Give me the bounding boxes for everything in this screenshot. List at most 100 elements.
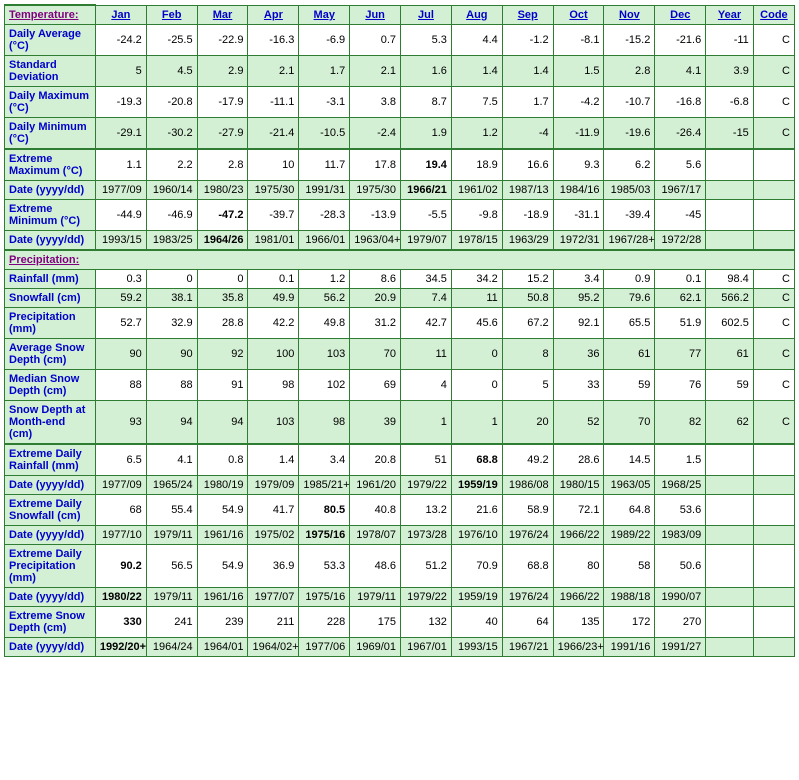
cell: C — [753, 118, 794, 150]
col-header-link[interactable]: Year — [718, 9, 741, 21]
col-header[interactable]: Sep — [502, 5, 553, 25]
col-header[interactable]: Code — [753, 5, 794, 25]
col-header[interactable]: Aug — [451, 5, 502, 25]
cell: 94 — [197, 401, 248, 445]
row-label: Precipitation (mm) — [5, 308, 96, 339]
col-header[interactable]: Nov — [604, 5, 655, 25]
cell — [753, 545, 794, 588]
cell: 13.2 — [401, 495, 452, 526]
row-label: Extreme Maximum (°C) — [5, 149, 96, 181]
col-header[interactable]: Mar — [197, 5, 248, 25]
cell: 21.6 — [451, 495, 502, 526]
cell: 4.1 — [655, 56, 706, 87]
cell: 62.1 — [655, 289, 706, 308]
cell: C — [753, 401, 794, 445]
cell: 98.4 — [706, 270, 754, 289]
cell: 42.2 — [248, 308, 299, 339]
cell: 3.8 — [350, 87, 401, 118]
col-header[interactable]: Jun — [350, 5, 401, 25]
row-label: Snow Depth at Month-end (cm) — [5, 401, 96, 445]
row-label: Snowfall (cm) — [5, 289, 96, 308]
cell: 16.6 — [502, 149, 553, 181]
cell: 1990/07 — [655, 588, 706, 607]
cell: 31.2 — [350, 308, 401, 339]
cell: -11 — [706, 25, 754, 56]
cell: 1987/13 — [502, 181, 553, 200]
cell: 28.6 — [553, 444, 604, 476]
cell: 5 — [95, 56, 146, 87]
cell: 54.9 — [197, 545, 248, 588]
col-header[interactable]: Feb — [146, 5, 197, 25]
cell: 8.7 — [401, 87, 452, 118]
col-header-link[interactable]: Feb — [162, 9, 182, 21]
col-header[interactable]: Oct — [553, 5, 604, 25]
cell: 20 — [502, 401, 553, 445]
cell — [753, 149, 794, 181]
cell: -39.7 — [248, 200, 299, 231]
col-header[interactable]: Dec — [655, 5, 706, 25]
col-header-link[interactable]: Apr — [264, 9, 283, 21]
cell: 566.2 — [706, 289, 754, 308]
cell: 1979/11 — [146, 588, 197, 607]
row-label: Date (yyyy/dd) — [5, 588, 96, 607]
col-header-link[interactable]: Sep — [518, 9, 538, 21]
cell: 1 — [451, 401, 502, 445]
cell: 39 — [350, 401, 401, 445]
cell — [753, 588, 794, 607]
cell: 1963/04+ — [350, 231, 401, 251]
cell: 53.3 — [299, 545, 350, 588]
row-label: Median Snow Depth (cm) — [5, 370, 96, 401]
cell: -10.7 — [604, 87, 655, 118]
cell: 1.1 — [95, 149, 146, 181]
col-header-link[interactable]: Oct — [569, 9, 587, 21]
cell: 36 — [553, 339, 604, 370]
cell: 1983/09 — [655, 526, 706, 545]
col-header-link[interactable]: May — [314, 9, 335, 21]
cell: 61 — [706, 339, 754, 370]
col-header-link[interactable]: Code — [760, 9, 788, 21]
col-header-link[interactable]: Dec — [670, 9, 690, 21]
cell: 2.2 — [146, 149, 197, 181]
cell: 6.5 — [95, 444, 146, 476]
cell: 19.4 — [401, 149, 452, 181]
cell: 88 — [146, 370, 197, 401]
cell: 1964/24 — [146, 638, 197, 657]
col-header-link[interactable]: Mar — [213, 9, 233, 21]
col-header-link[interactable]: Jan — [111, 9, 130, 21]
col-header[interactable]: Apr — [248, 5, 299, 25]
cell: 20.9 — [350, 289, 401, 308]
cell: 98 — [248, 370, 299, 401]
cell: 2.1 — [350, 56, 401, 87]
cell: 1959/19 — [451, 476, 502, 495]
row-label: Date (yyyy/dd) — [5, 638, 96, 657]
col-header-link[interactable]: Jul — [418, 9, 434, 21]
cell — [706, 588, 754, 607]
cell: -27.9 — [197, 118, 248, 150]
cell: 1985/21+ — [299, 476, 350, 495]
cell — [706, 200, 754, 231]
cell: 68.8 — [502, 545, 553, 588]
cell: 1988/18 — [604, 588, 655, 607]
cell: 18.9 — [451, 149, 502, 181]
cell: 1963/29 — [502, 231, 553, 251]
row-label: Extreme Daily Precipitation (mm) — [5, 545, 96, 588]
cell: 94 — [146, 401, 197, 445]
col-header-link[interactable]: Jun — [365, 9, 385, 21]
col-header[interactable]: Year — [706, 5, 754, 25]
cell: 1.7 — [299, 56, 350, 87]
cell: 241 — [146, 607, 197, 638]
cell: -5.5 — [401, 200, 452, 231]
cell: 7.5 — [451, 87, 502, 118]
col-header-link[interactable]: Nov — [619, 9, 640, 21]
cell: 40.8 — [350, 495, 401, 526]
cell: 9.3 — [553, 149, 604, 181]
col-header[interactable]: May — [299, 5, 350, 25]
cell — [706, 149, 754, 181]
col-header[interactable]: Jan — [95, 5, 146, 25]
cell: 10 — [248, 149, 299, 181]
cell: 1979/22 — [401, 476, 452, 495]
col-header-link[interactable]: Aug — [466, 9, 487, 21]
col-header[interactable]: Jul — [401, 5, 452, 25]
cell: 11.7 — [299, 149, 350, 181]
cell: 102 — [299, 370, 350, 401]
